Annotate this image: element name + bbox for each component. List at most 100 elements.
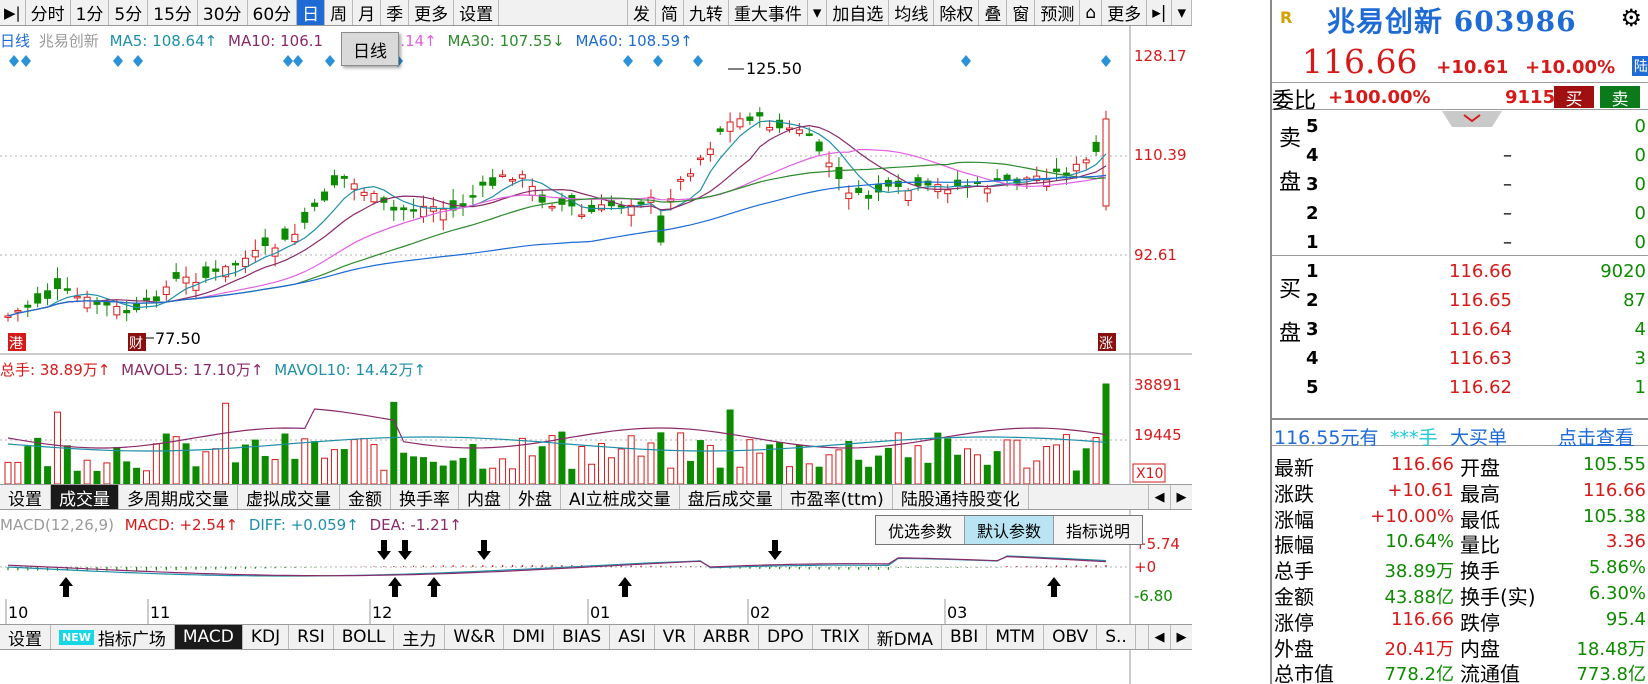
tab-amount[interactable]: 金额: [340, 485, 391, 510]
menu-dropdown-icon[interactable]: ▾: [1172, 0, 1192, 25]
period-monthly[interactable]: 月: [353, 0, 382, 25]
tool-jiuzhuan[interactable]: 九转: [684, 0, 729, 25]
tab-volume[interactable]: 成交量: [51, 485, 119, 510]
tool-major-events[interactable]: 重大事件: [729, 0, 808, 25]
optimized-params-button[interactable]: 优选参数: [876, 516, 966, 544]
candle-body: [1082, 159, 1090, 164]
event-marker-icon: [653, 55, 663, 67]
tab-bias[interactable]: BIAS: [554, 625, 611, 649]
tab-bbi[interactable]: BBI: [942, 625, 988, 649]
candle-body: [24, 304, 32, 308]
tool-more[interactable]: 更多: [1102, 0, 1148, 25]
period-daily[interactable]: 日: [297, 0, 326, 25]
bid-row[interactable]: 4 116.63 3: [1306, 348, 1646, 369]
tab-inner[interactable]: 内盘: [459, 485, 510, 510]
tool-ex-rights[interactable]: 除权: [934, 0, 980, 25]
bottom-scroll-left-icon[interactable]: ◀: [1148, 625, 1170, 649]
bid-row[interactable]: 1 116.66 9020: [1306, 261, 1646, 282]
tab-rsi[interactable]: RSI: [289, 625, 334, 649]
tab-after-hours-volume[interactable]: 盘后成交量: [680, 485, 782, 510]
tab-multi-period-volume[interactable]: 多周期成交量: [119, 485, 238, 510]
volume-bar: [479, 468, 487, 485]
tool-add-watchlist[interactable]: 加自选: [827, 0, 890, 25]
tab-vr[interactable]: VR: [655, 625, 696, 649]
sell-button[interactable]: 卖: [1600, 86, 1640, 110]
volume-bar: [607, 457, 615, 485]
dropdown-icon[interactable]: ▾: [808, 0, 828, 25]
period-settings[interactable]: 设置: [454, 0, 500, 25]
tab-ai-volume[interactable]: AI立桩成交量: [561, 485, 680, 510]
period-more[interactable]: 更多: [409, 0, 455, 25]
event-marker-icon: [693, 55, 703, 67]
tab-vol-settings[interactable]: 设置: [0, 485, 51, 510]
ask-row[interactable]: 3–0: [1306, 174, 1646, 195]
bid-row[interactable]: 5 116.62 1: [1306, 377, 1646, 398]
period-5min[interactable]: 5分: [109, 0, 149, 25]
period-30min[interactable]: 30分: [198, 0, 248, 25]
tab-ind-settings[interactable]: 设置: [0, 625, 51, 650]
tab-dmi[interactable]: DMI: [504, 625, 555, 649]
tab-northbound-holding[interactable]: 陆股通持股变化: [893, 485, 1029, 510]
tool-window[interactable]: 窗: [1007, 0, 1036, 25]
tab-obv[interactable]: OBV: [1044, 625, 1098, 649]
big-order-view-link[interactable]: 点击查看: [1558, 427, 1635, 449]
expand-icon[interactable]: ▸|: [1147, 0, 1173, 25]
tab-macd[interactable]: MACD: [174, 625, 243, 649]
volume-bar: [311, 441, 319, 485]
stat-value: 116.66: [1391, 608, 1454, 630]
stat-row: 金额 43.88亿 换手(实) 6.30%: [1272, 581, 1648, 609]
bid-row[interactable]: 3 116.64 4: [1306, 319, 1646, 340]
indicator-help-button[interactable]: 指标说明: [1066, 522, 1131, 541]
period-quarterly[interactable]: 季: [381, 0, 410, 25]
tab-trix[interactable]: TRIX: [813, 625, 869, 649]
tab-dpo[interactable]: DPO: [759, 625, 813, 649]
tool-forecast[interactable]: 预测: [1035, 0, 1081, 25]
period-60min[interactable]: 60分: [248, 0, 298, 25]
collapse-panel-icon[interactable]: ▶|: [0, 0, 26, 25]
collapse-chevron-icon[interactable]: [1442, 111, 1502, 127]
ask-row[interactable]: 4–0: [1306, 145, 1646, 166]
big-order-bar[interactable]: 116.55元有 ***手 大买单 点击查看: [1272, 418, 1648, 449]
tab-wr[interactable]: W&R: [445, 625, 505, 649]
macd-axis-label: -6.80: [1134, 587, 1173, 605]
tab-main-force[interactable]: 主力: [394, 625, 446, 650]
kline-chart-svg[interactable]: 128.17 110.39 92.61 38891 19445 X10 +5.74 +0 -6.…: [0, 26, 1192, 684]
tab-new-dma[interactable]: 新DMA: [869, 625, 942, 650]
tab-virtual-volume[interactable]: 虚拟成交量: [238, 485, 340, 510]
lock-icon[interactable]: ⌂: [1080, 0, 1103, 25]
bid-row[interactable]: 2 116.65 87: [1306, 290, 1646, 311]
gear-icon[interactable]: ⚙: [1620, 4, 1642, 32]
tool-overlay[interactable]: 叠: [979, 0, 1008, 25]
tab-turnover[interactable]: 换手率: [391, 485, 459, 510]
stock-name-code[interactable]: 兆易创新 603986: [1327, 5, 1577, 38]
buy-button[interactable]: 买: [1554, 86, 1594, 110]
period-intraday[interactable]: 分时: [26, 0, 71, 25]
volume-bar: [400, 452, 408, 485]
tab-indicator-plaza[interactable]: NEW 指标广场: [51, 625, 175, 650]
period-1min[interactable]: 1分: [71, 0, 110, 25]
r-logo-icon: R: [1280, 8, 1293, 27]
tab-outer[interactable]: 外盘: [510, 485, 561, 510]
tab-arbr[interactable]: ARBR: [695, 625, 759, 649]
northbound-tag[interactable]: 陆: [1631, 56, 1648, 76]
tab-pe-ttm[interactable]: 市盈率(ttm): [782, 485, 893, 510]
default-params-button[interactable]: 默认参数: [965, 516, 1055, 544]
bottom-scroll-right-icon[interactable]: ▶: [1170, 625, 1192, 649]
tool-fa[interactable]: 发: [628, 0, 656, 25]
scroll-left-icon[interactable]: ◀: [1148, 485, 1170, 509]
tool-jian[interactable]: 简: [656, 0, 684, 25]
period-15min[interactable]: 15分: [148, 0, 198, 25]
scroll-right-icon[interactable]: ▶: [1170, 485, 1192, 509]
tool-ma-lines[interactable]: 均线: [889, 0, 935, 25]
ask-row[interactable]: 1–0: [1306, 232, 1646, 253]
ask-row[interactable]: 2–0: [1306, 203, 1646, 224]
volume-bar: [835, 449, 843, 485]
tab-kdj[interactable]: KDJ: [243, 625, 290, 649]
tab-mtm[interactable]: MTM: [987, 625, 1045, 649]
tab-more-indicators[interactable]: S..: [1097, 625, 1136, 649]
tab-asi[interactable]: ASI: [610, 625, 655, 649]
period-weekly[interactable]: 周: [325, 0, 354, 25]
tab-boll[interactable]: BOLL: [334, 625, 395, 649]
volume-bar: [874, 455, 882, 485]
